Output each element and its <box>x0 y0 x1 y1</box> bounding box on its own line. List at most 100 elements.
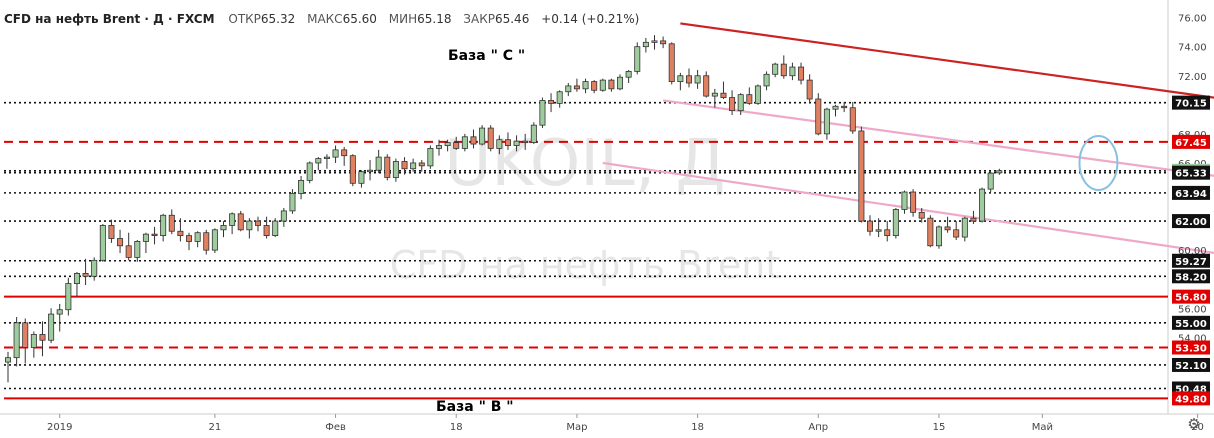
candle-body <box>806 79 813 100</box>
candle-body <box>815 98 822 135</box>
candle <box>22 318 29 364</box>
candle-body <box>634 46 641 72</box>
candle <box>642 37 649 53</box>
y-tick-label: 74.00 <box>1178 43 1207 54</box>
low-value: 65.18 <box>417 12 452 26</box>
level-label-text: 53.30 <box>1175 344 1207 355</box>
level-label-bg <box>1172 357 1210 372</box>
candle <box>91 257 98 281</box>
level-label: 67.45 <box>1172 134 1210 149</box>
candle-body <box>763 73 770 87</box>
candle <box>151 226 158 245</box>
candle <box>237 210 244 232</box>
candle <box>194 231 201 248</box>
x-tick-label: Мар <box>566 422 587 433</box>
settings-gear-icon[interactable]: ⚙ <box>1187 415 1201 433</box>
candle-body <box>798 66 805 81</box>
candle-body <box>237 213 244 231</box>
candle-body <box>953 229 960 238</box>
watermark-symbol: UKOIL, Д <box>445 127 726 201</box>
candle-body <box>56 309 63 315</box>
candle <box>418 160 425 172</box>
candle-body <box>961 217 968 238</box>
candle-body <box>91 259 98 277</box>
candle <box>737 93 744 115</box>
candle <box>979 187 986 223</box>
candle-body <box>867 220 874 232</box>
candle <box>617 74 624 91</box>
symbol-header: CFD на нефть Brent · Д · FXCM ОТКР65.32 … <box>4 12 647 26</box>
y-tick-label: 76.00 <box>1178 14 1207 25</box>
candle-body <box>720 92 727 98</box>
grid <box>0 0 1214 415</box>
close-value: 65.46 <box>494 12 530 26</box>
candle <box>522 133 529 150</box>
candle <box>30 331 37 358</box>
candle <box>289 189 296 214</box>
symbol-title[interactable]: CFD на нефть Brent · Д · FXCM <box>4 12 215 26</box>
candle <box>867 215 874 236</box>
candle <box>470 129 477 149</box>
candle <box>263 216 270 239</box>
candle <box>729 90 736 115</box>
candle-body <box>341 149 348 157</box>
candle <box>815 93 822 136</box>
candle-body <box>220 225 227 231</box>
candle <box>548 93 555 113</box>
candle-body <box>375 156 382 171</box>
y-tick-label: 56.00 <box>1178 304 1207 315</box>
level-label-text: 52.10 <box>1175 361 1207 372</box>
candle <box>901 190 908 214</box>
candle <box>229 212 236 235</box>
candle <box>479 125 486 146</box>
candle <box>513 135 520 152</box>
level-label-bg <box>1172 315 1210 330</box>
candle-body <box>927 217 934 247</box>
candle-body <box>970 217 977 222</box>
candle-body <box>125 245 132 258</box>
trendline-red <box>680 22 1214 99</box>
candle <box>99 223 106 262</box>
candle-body <box>789 66 796 77</box>
candle <box>832 104 839 117</box>
candle-body <box>22 322 29 348</box>
level-label-text: 62.00 <box>1175 217 1207 228</box>
watermark: UKOIL, Д CFD на нефть Brent <box>390 127 780 287</box>
candle <box>668 42 675 85</box>
time-axis: 201921Фев18Мар18Апр15Май20Июн17 <box>47 414 1204 433</box>
candle <box>177 218 184 242</box>
candle-body <box>979 188 986 222</box>
candle-body <box>315 158 322 164</box>
candle-body <box>39 334 46 341</box>
level-label: 49.80 <box>1172 391 1210 406</box>
trendline-pink <box>662 99 1214 177</box>
candle <box>763 71 770 91</box>
x-tick-label: Фев <box>325 422 346 433</box>
candle-body <box>625 70 632 78</box>
candle-body <box>884 229 891 237</box>
candle-body <box>108 225 115 239</box>
candle <box>13 316 20 367</box>
candle <box>461 133 468 152</box>
level-labels: 70.1567.4565.4665.3363.9462.0059.2758.20… <box>1172 95 1210 406</box>
candle-body <box>660 40 667 45</box>
candle-body <box>780 63 787 77</box>
candle-body <box>435 145 442 149</box>
candle-body <box>65 283 72 311</box>
candle <box>142 232 149 254</box>
x-tick-label: 2019 <box>47 422 72 433</box>
candle <box>823 107 830 140</box>
candle <box>694 69 701 89</box>
level-label-text: 50.48 <box>1175 384 1207 395</box>
candle-body <box>703 75 710 97</box>
candle <box>306 161 313 184</box>
candle <box>82 258 89 286</box>
candle-body <box>82 272 89 277</box>
x-tick-label: 21 <box>209 422 222 433</box>
candle <box>711 88 718 108</box>
candle-body <box>401 161 408 170</box>
level-label-text: 58.20 <box>1175 272 1207 283</box>
candle <box>280 208 287 227</box>
